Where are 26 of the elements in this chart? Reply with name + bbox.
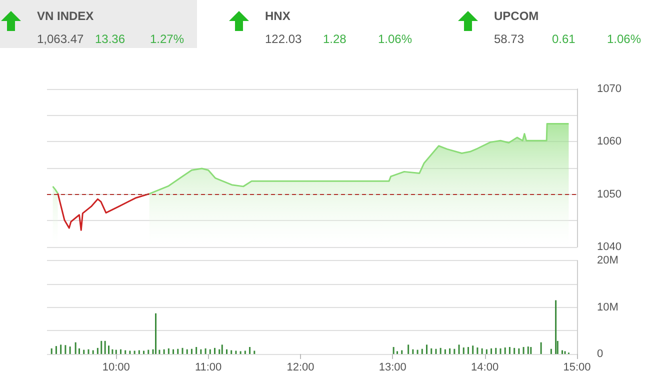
text: HNX [265,9,290,23]
data-label: 122.03 [265,32,302,46]
x-tick-label: 10:00 [102,362,130,374]
data-label: 1,063.47 [37,32,84,46]
data-label: 58.73 [494,32,524,46]
y-tick-label: 20M [597,254,618,266]
data-label: 1.27% [150,32,184,46]
data-label: 13.36 [95,32,126,46]
y-tick-label: 1060 [597,136,622,148]
x-tick-label: 11:00 [194,362,222,374]
x-tick-label: 13:00 [378,362,406,374]
x-tick-label: 14:00 [471,362,499,374]
text: VN INDEX [37,9,94,23]
text: UPCOM [494,9,539,23]
data-label: 1.06% [607,32,642,46]
line-series [57,192,150,231]
x-tick-label: 12:00 [286,362,314,374]
y-tick-label: 0 [597,348,604,360]
x-tick-label: 15:00 [563,362,591,374]
y-tick-label: 1070 [597,83,622,95]
data-label: 0.61 [552,32,576,46]
y-tick-label: 10M [597,301,618,314]
data-label: 1.28 [323,32,346,46]
y-tick-label: 1050 [597,188,622,200]
data-label: 1.06% [378,32,412,46]
y-tick-label: 1040 [597,241,622,253]
